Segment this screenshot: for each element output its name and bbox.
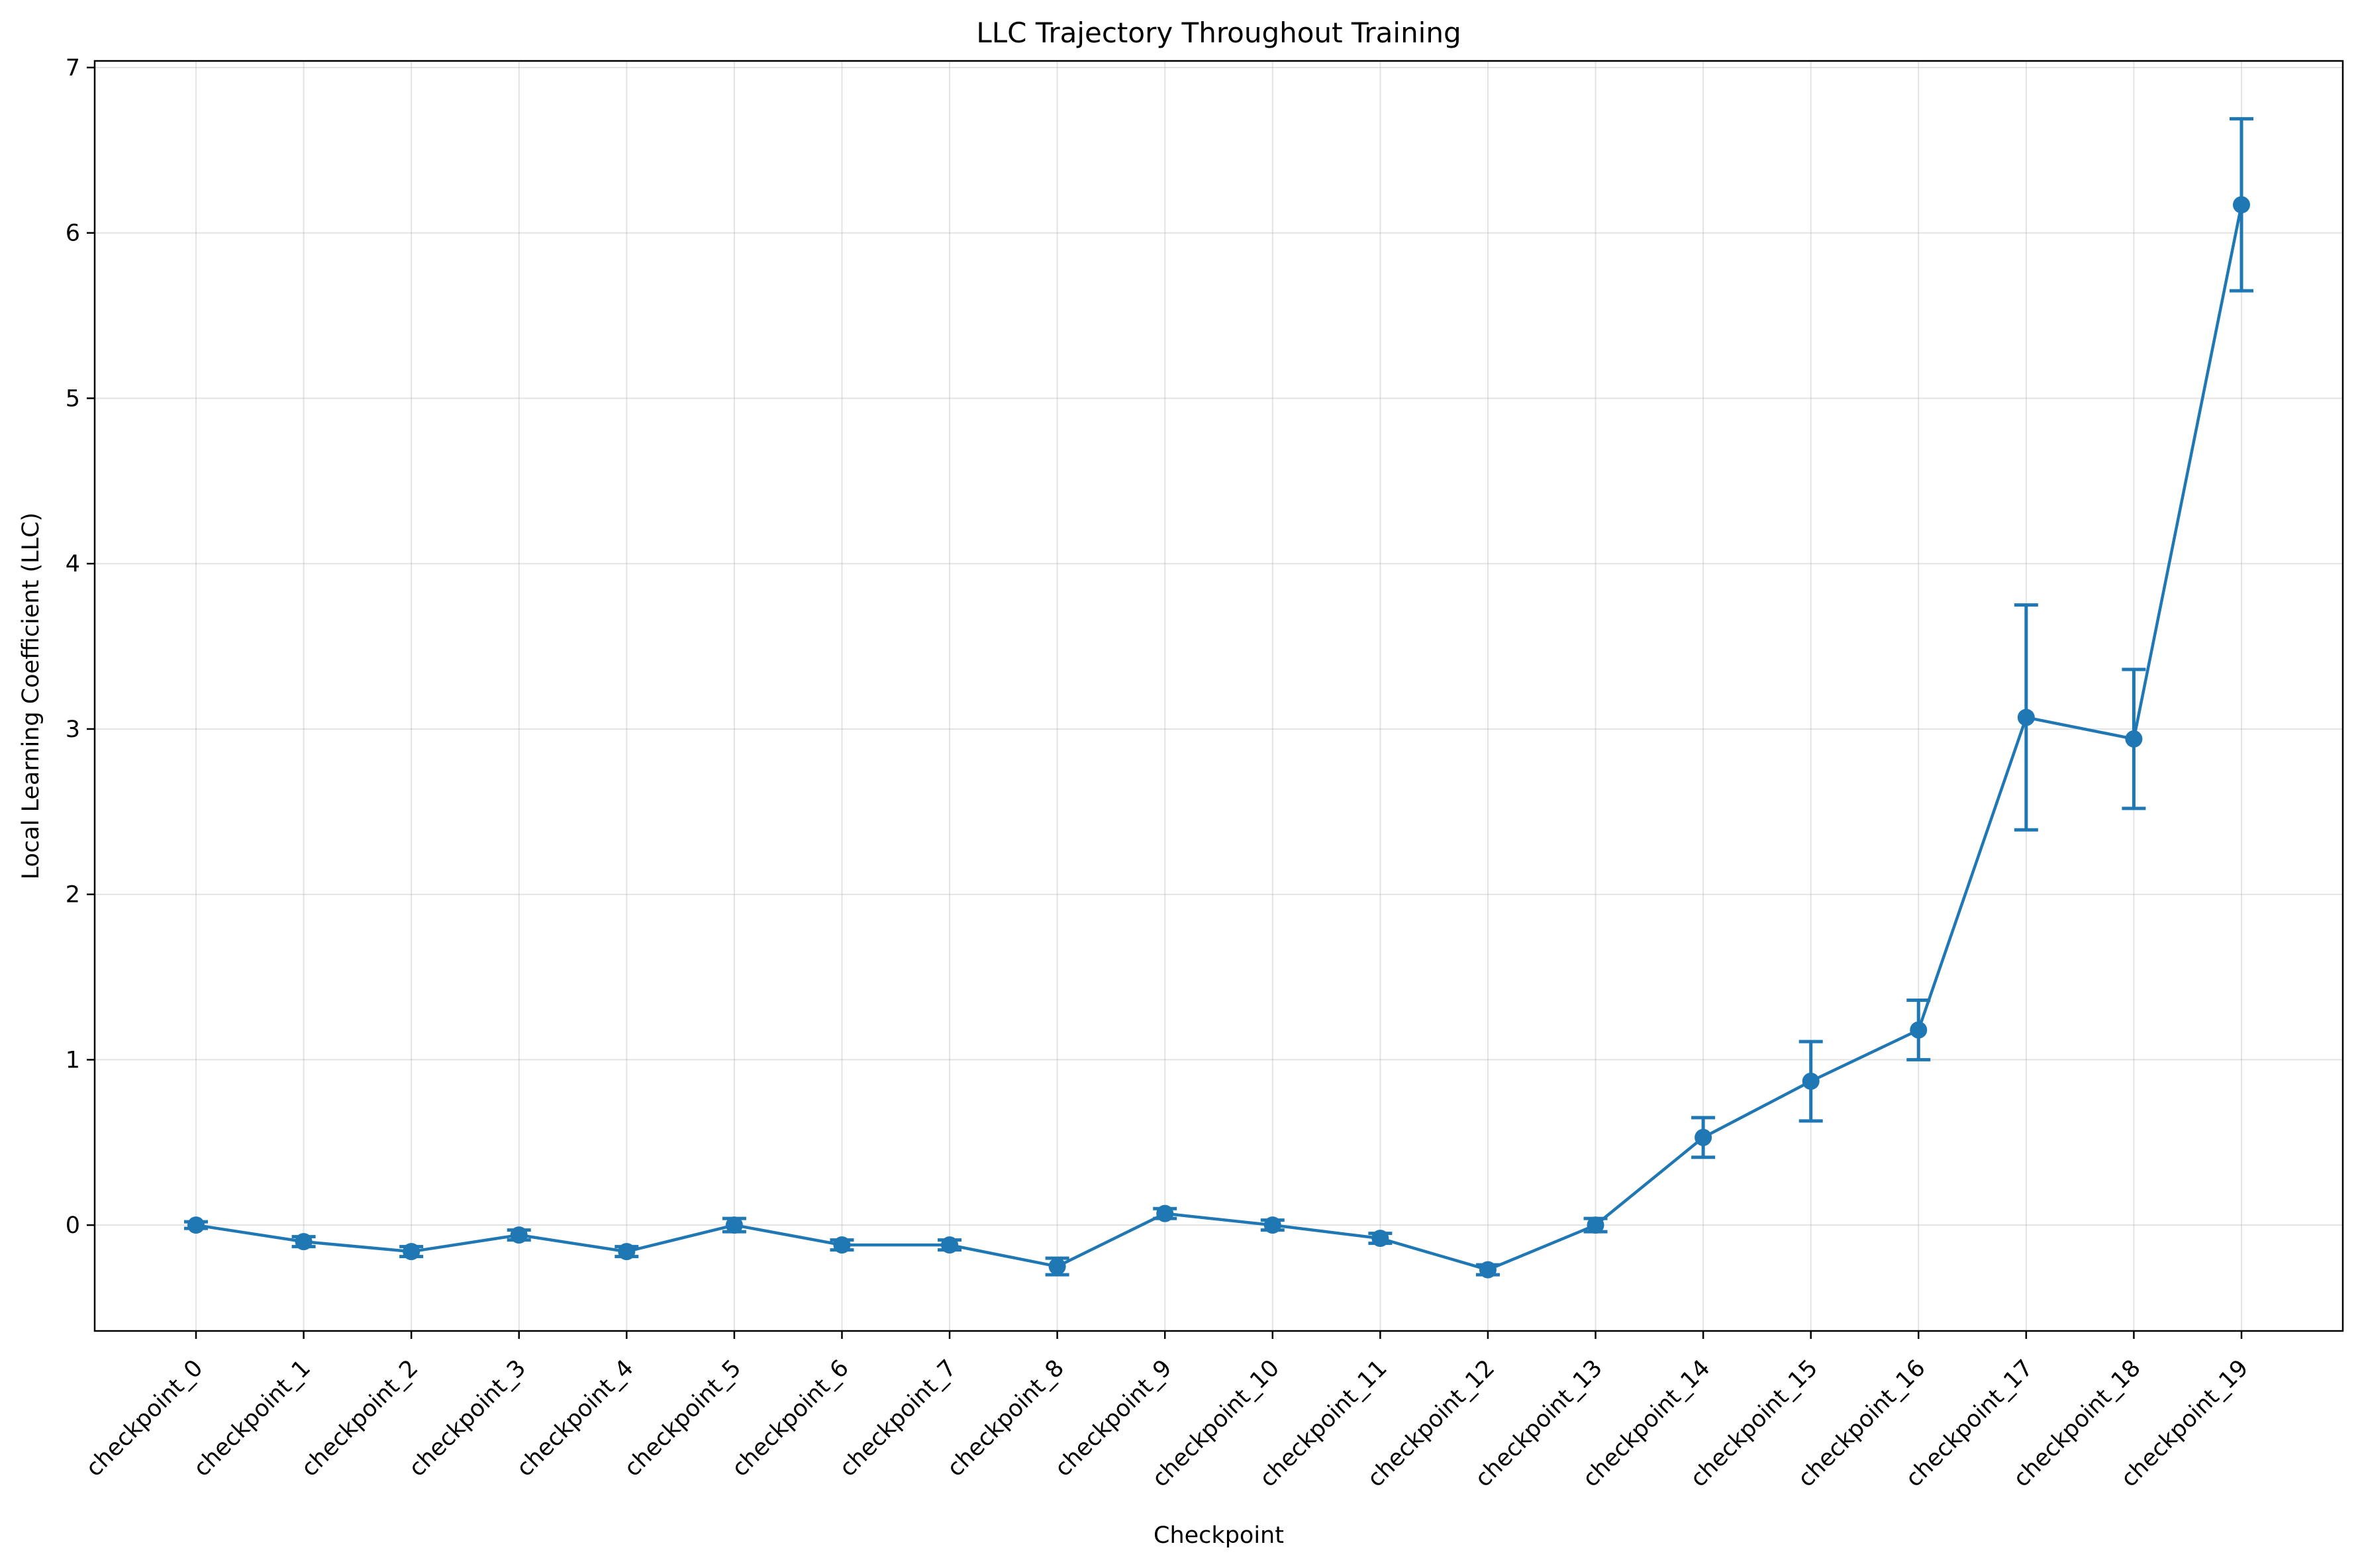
- data-point: [1156, 1204, 1174, 1222]
- data-point: [1802, 1072, 1820, 1090]
- y-tick-label: 6: [66, 220, 80, 247]
- data-point: [618, 1243, 636, 1261]
- series-line: [195, 204, 2243, 1271]
- data-point: [1695, 1128, 1712, 1146]
- y-tick-label: 3: [66, 716, 80, 743]
- data-point: [1371, 1230, 1389, 1248]
- y-tick-label: 0: [66, 1212, 80, 1239]
- y-tick-label: 4: [66, 551, 80, 577]
- y-tick-label: 5: [66, 385, 80, 412]
- data-point: [1048, 1257, 1066, 1275]
- plot-frame: [93, 60, 2344, 1332]
- y-tick-label: 2: [66, 882, 80, 908]
- data-point: [2017, 709, 2035, 726]
- data-point: [187, 1216, 205, 1234]
- y-tick-label: 1: [66, 1047, 80, 1073]
- data-point: [2125, 730, 2143, 748]
- chart-title: LLC Trajectory Throughout Training: [976, 17, 1461, 49]
- data-point: [1910, 1021, 1928, 1039]
- x-axis: checkpoint_0checkpoint_1checkpoint_2chec…: [81, 1331, 2253, 1493]
- y-tick-label: 7: [66, 55, 80, 81]
- x-axis-label: Checkpoint: [1154, 1522, 1284, 1549]
- grid: [95, 61, 2343, 1331]
- y-axis-label: Local Learning Coefficient (LLC): [18, 513, 44, 879]
- y-axis: 0 1 2 3 4 5 6 7: [66, 55, 95, 1239]
- data-point: [2233, 196, 2250, 214]
- series-llc: [184, 117, 2253, 1279]
- data-point: [1479, 1261, 1497, 1279]
- data-point: [725, 1216, 743, 1234]
- data-point: [941, 1236, 959, 1254]
- data-point: [1587, 1216, 1604, 1234]
- data-point: [295, 1233, 313, 1251]
- data-point: [1263, 1216, 1281, 1234]
- data-point: [833, 1236, 851, 1254]
- data-point: [510, 1226, 528, 1244]
- data-point: [403, 1243, 420, 1261]
